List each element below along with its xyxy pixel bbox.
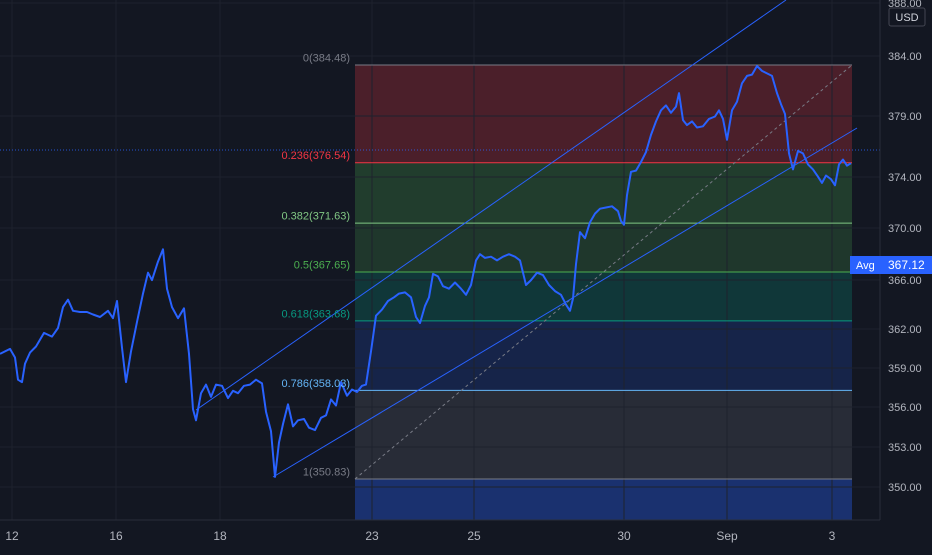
price-series (0, 65, 880, 478)
fib-level-label: 0.786(358.03) (282, 378, 351, 390)
fib-level-label: 0.236(376.54) (282, 150, 351, 162)
channel-upper-line (195, 0, 787, 411)
fib-level-label: 0.5(367.65) (294, 260, 350, 272)
price-axis (880, 0, 932, 550)
currency-badge (888, 7, 926, 27)
fib-level-labels: 0(384.48) 0.236(376.54) 0.382(371.63) 0.5(3… (282, 53, 351, 479)
fib-zone (355, 390, 852, 479)
currency-label: USD (895, 12, 918, 24)
y-tick-label: 388.00 (888, 0, 922, 10)
fib-zone (355, 65, 852, 163)
last-price-badge-label: Avg (856, 260, 875, 272)
fib-zone (355, 162, 852, 224)
last-price-badge (850, 256, 932, 274)
fib-level-label: 0.618(363.68) (282, 308, 351, 320)
grid (0, 0, 880, 520)
y-tick-label: 362.00 (888, 324, 922, 336)
x-tick-label: Sep (716, 529, 738, 543)
y-tick-label: 374.00 (888, 172, 922, 184)
fib-level-label: 0.382(371.63) (282, 211, 351, 223)
y-tick-label: 370.00 (888, 223, 922, 235)
x-tick-label: 23 (365, 529, 379, 543)
last-price-badge-value: 367.12 (888, 258, 925, 272)
y-tick-label: 379.00 (888, 111, 922, 123)
x-tick-label: 12 (5, 529, 19, 543)
time-axis (0, 520, 880, 550)
fib-zone (355, 223, 852, 273)
x-tick-label: 30 (617, 529, 631, 543)
y-tick-label: 353.00 (888, 442, 922, 454)
x-tick-label: 16 (109, 529, 123, 543)
fib-level-lines[interactable] (355, 64, 852, 480)
fib-level-label: 0(384.48) (303, 53, 350, 65)
y-tick-label: 366.00 (888, 275, 922, 287)
y-tick-label: 359.00 (888, 363, 922, 375)
price-line (0, 65, 852, 478)
x-tick-label: 25 (467, 529, 481, 543)
x-tick-label: 18 (213, 529, 227, 543)
y-tick-label: 356.00 (888, 402, 922, 414)
y-tick-label: 384.00 (888, 51, 922, 63)
fib-zone (355, 320, 852, 391)
fib-level-label: 1(350.83) (303, 466, 350, 478)
x-tick-label: 3 (829, 529, 836, 543)
fib-zone-extension (355, 478, 852, 520)
y-tick-label: 350.00 (888, 482, 922, 494)
